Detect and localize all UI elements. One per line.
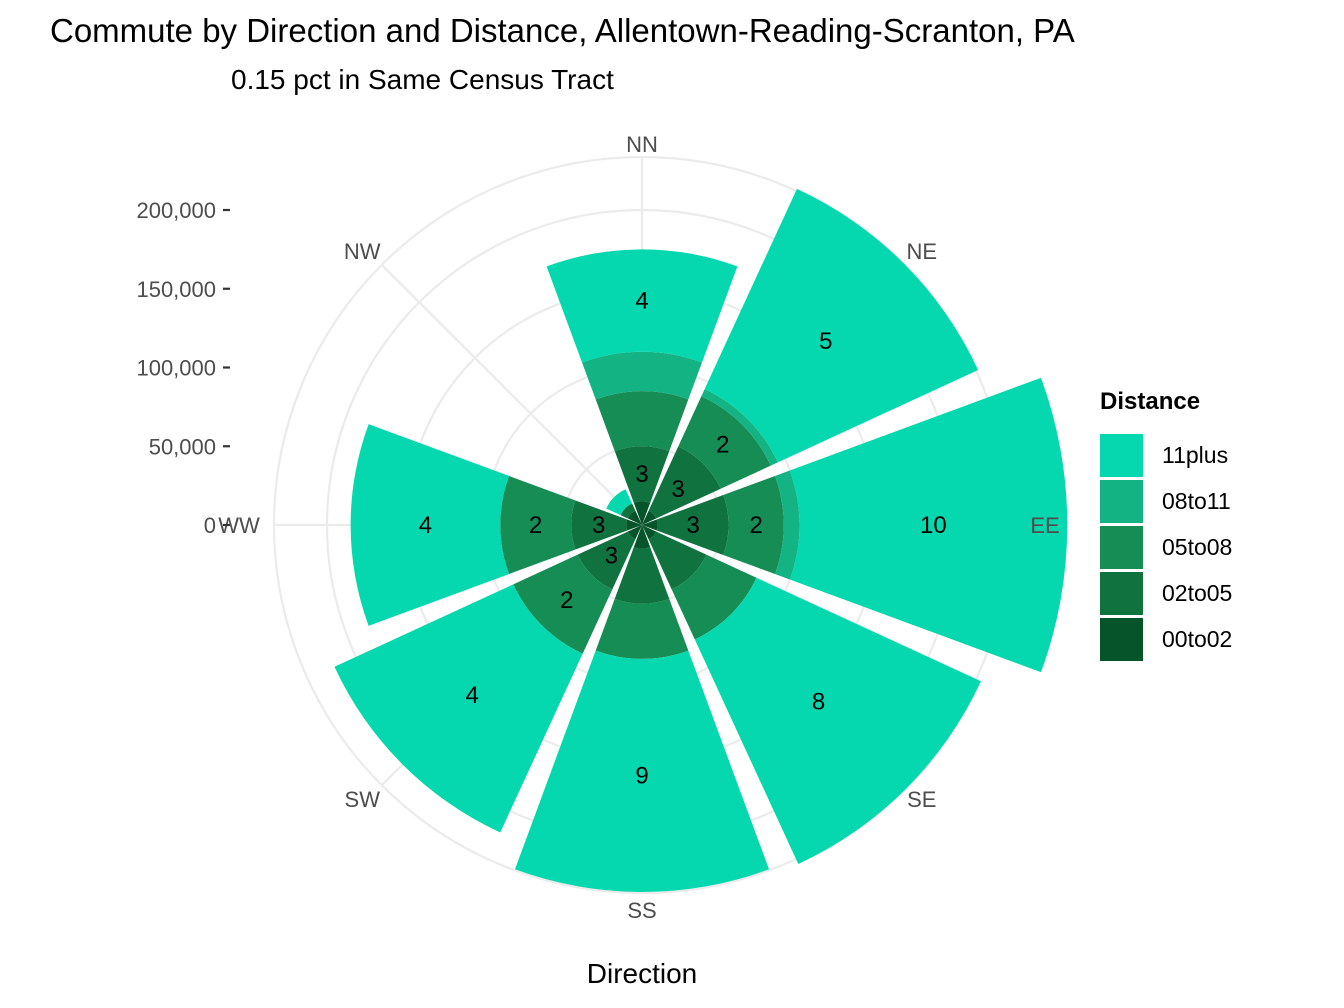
bar-label-EE-05to08: 2	[750, 512, 763, 539]
bar-EE-00to02	[642, 519, 658, 531]
legend-label: 00to02	[1162, 625, 1233, 652]
bar-label-NN-11plus: 4	[635, 288, 648, 315]
legend-swatch	[1100, 479, 1143, 523]
bar-SS-05to08	[595, 598, 689, 659]
bar-label-SS-11plus: 9	[635, 762, 648, 789]
bar-SS-00to02	[633, 525, 651, 549]
bar-NE-05to08	[678, 396, 771, 489]
y-tick-label: 100,000	[136, 356, 216, 381]
bar-NW-00to02	[627, 510, 642, 525]
legend-swatch	[1100, 433, 1143, 477]
bar-NN-05to08	[595, 391, 689, 452]
bar-SW-00to02	[627, 525, 642, 540]
direction-label-SS: SS	[627, 898, 656, 923]
legend-item-08to11: 08to11	[1100, 478, 1232, 524]
legend-swatch	[1100, 571, 1143, 615]
bar-label-WW-11plus: 4	[419, 512, 432, 539]
bar-labels: 3 4 3 2 5 3 2 10 8 9 3 2 4 3 2 4	[419, 288, 947, 790]
legend-label: 08to11	[1162, 487, 1231, 514]
direction-label-NE: NE	[906, 239, 937, 264]
y-tick-label: 0	[204, 513, 216, 538]
bar-NN-02to05	[614, 446, 670, 503]
legend-label: 02to05	[1162, 579, 1233, 606]
axes: NNNEEESESSSWWWNW050,000100,000150,000200…	[136, 132, 1059, 923]
legend-item-11plus: 11plus	[1100, 432, 1232, 478]
bar-NE-11plus	[704, 188, 979, 463]
direction-label-SE: SE	[907, 787, 936, 812]
y-tick-label: 200,000	[136, 198, 216, 223]
bar-label-NE-02to05: 3	[672, 476, 685, 503]
legend-title: Distance	[1100, 388, 1201, 415]
bar-EE-05to08	[723, 475, 784, 575]
legend-label: 11plus	[1162, 441, 1229, 468]
bar-NW-02to05	[620, 503, 636, 519]
grid-spoke	[381, 264, 643, 526]
bar-SS-02to05	[614, 547, 670, 604]
x-axis-title: Direction	[586, 958, 698, 989]
bar-WW-05to08	[500, 475, 576, 575]
legend-item-00to02: 00to02	[1100, 616, 1232, 662]
bar-label-NN-02to05: 3	[635, 461, 648, 488]
bar-EE-08to11	[774, 470, 800, 580]
legend-item-05to08: 05to08	[1100, 524, 1232, 570]
bar-label-SE-11plus: 8	[812, 689, 825, 716]
chart-subtitle: 0.15 pct in Same Census Tract	[231, 64, 614, 95]
legend: Distance 11plus 08to11 05to08 02to05 00to02	[1100, 388, 1232, 662]
bar-SW-05to08	[513, 554, 613, 654]
chart-title: Commute by Direction and Distance, Allen…	[50, 12, 1075, 49]
bar-label-NE-11plus: 5	[819, 328, 832, 355]
bar-SW-02to05	[577, 531, 636, 590]
bar-WW-11plus	[350, 424, 510, 626]
y-tick-label: 50,000	[149, 434, 216, 459]
legend-swatch	[1100, 525, 1143, 569]
legend-item-02to05: 02to05	[1100, 570, 1232, 616]
bar-NW-11plus	[606, 489, 633, 516]
legend-swatch	[1100, 617, 1143, 661]
bars	[334, 188, 1068, 892]
bar-label-SW-02to05: 3	[605, 543, 618, 570]
bar-SE-11plus	[694, 577, 981, 864]
bar-label-SW-05to08: 2	[560, 587, 573, 614]
bar-NE-00to02	[642, 510, 657, 525]
bar-NN-08to11	[582, 351, 702, 400]
bar-label-WW-05to08: 2	[529, 512, 542, 539]
direction-label-NW: NW	[344, 239, 381, 264]
bar-label-EE-11plus: 10	[920, 512, 947, 539]
bar-label-SW-11plus: 4	[465, 682, 478, 709]
bar-SW-11plus	[334, 584, 583, 833]
bar-EE-11plus	[789, 377, 1068, 673]
bar-label-NE-05to08: 2	[716, 431, 729, 458]
bar-NE-08to11	[701, 389, 778, 466]
bar-label-EE-02to05: 3	[687, 512, 700, 539]
bar-WW-02to05	[571, 500, 628, 550]
bar-WW-00to02	[626, 519, 642, 531]
direction-label-NN: NN	[626, 132, 658, 157]
legend-label: 05to08	[1162, 533, 1233, 560]
legend-items: 11plus 08to11 05to08 02to05 00to02	[1100, 432, 1232, 662]
y-tick-label: 150,000	[136, 277, 216, 302]
bar-EE-02to05	[656, 495, 729, 555]
bar-SE-00to02	[642, 525, 657, 540]
bar-SS-11plus	[514, 650, 770, 892]
bar-NN-11plus	[546, 249, 738, 363]
direction-label-SW: SW	[345, 787, 381, 812]
bar-SE-02to05	[648, 531, 707, 590]
bar-NE-02to05	[648, 446, 721, 519]
bar-label-WW-02to05: 3	[592, 512, 605, 539]
direction-label-EE: EE	[1030, 513, 1059, 538]
bar-SE-05to08	[671, 554, 757, 640]
bar-NN-00to02	[633, 501, 651, 525]
